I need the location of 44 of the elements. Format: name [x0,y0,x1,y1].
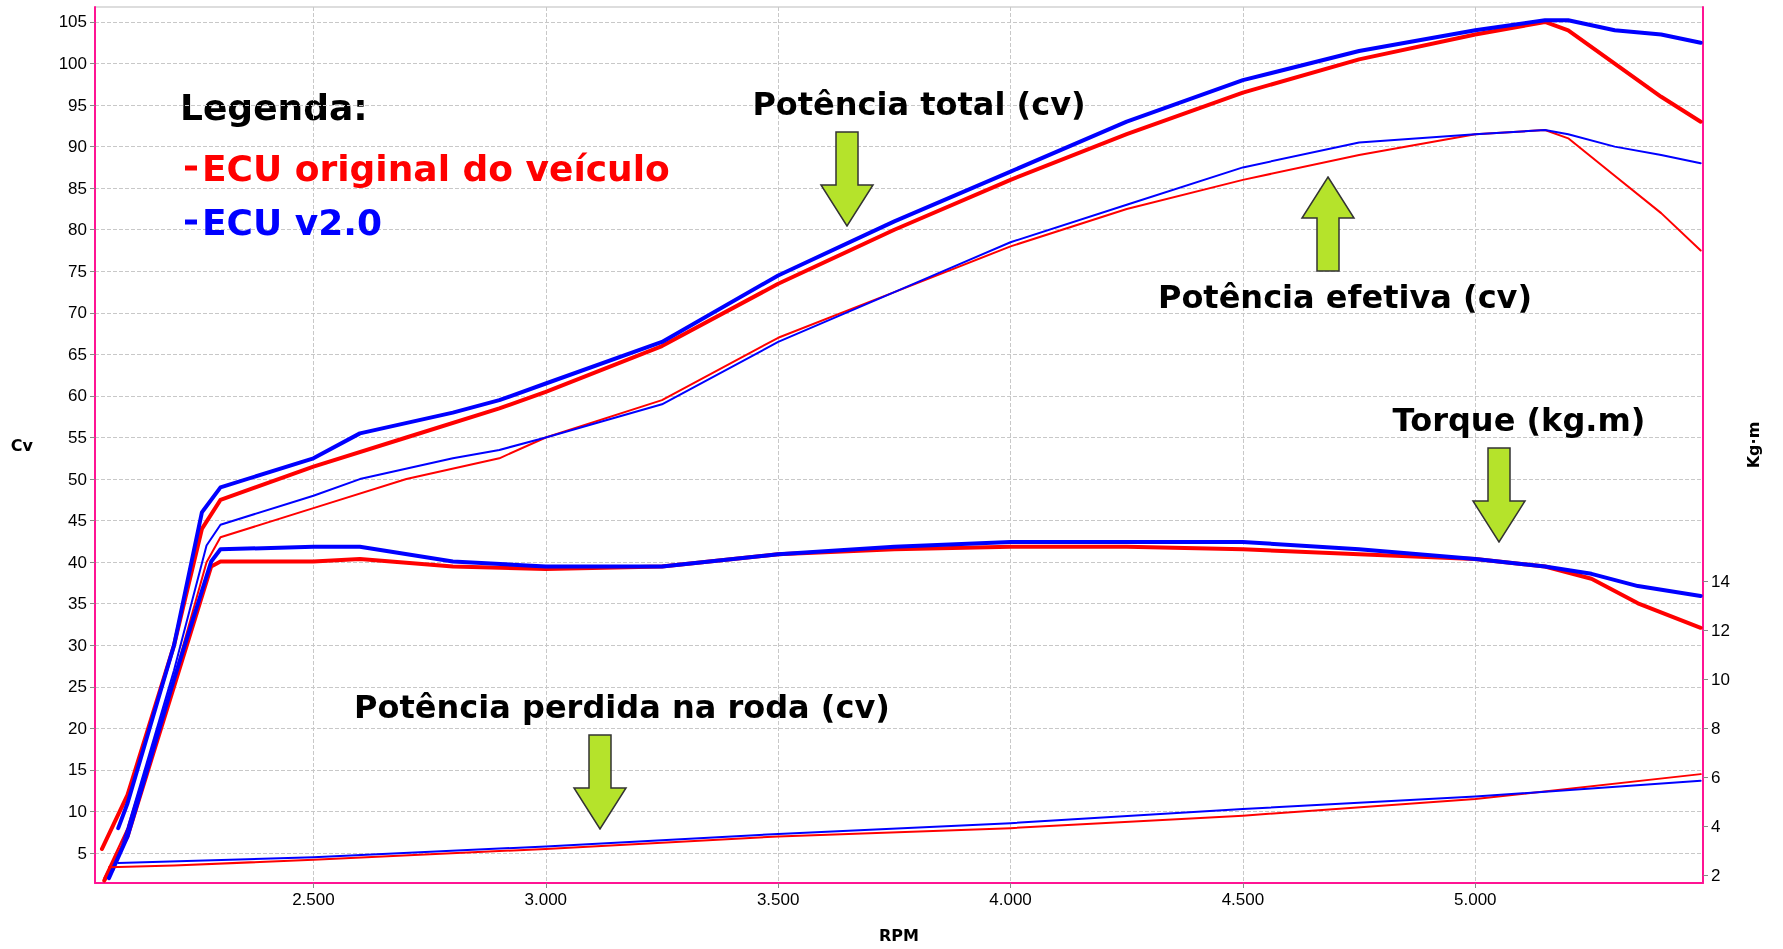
y-tick-label: 5 [77,843,87,863]
y2-tick-label: 6 [1711,767,1721,787]
x-tick-label: 3.000 [524,890,568,909]
y-tick-label: 30 [68,635,87,655]
y2-tick-label: 2 [1711,866,1721,886]
y-tick-label: 105 [58,12,87,32]
y2-axis-title: Kg·m [1743,421,1763,469]
y2-tick-label: 10 [1711,669,1730,689]
legend-title: Legenda: [180,86,368,128]
y-tick-label: 10 [68,802,87,822]
annotation: Potência perdida na roda (cv) [354,688,890,726]
annotation: Potência efetiva (cv) [1157,278,1533,316]
legend-label: ECU v2.0 [202,201,383,243]
annotation: Potência total (cv) [752,85,1086,123]
y-tick-label: 100 [58,54,87,74]
y2-tick-label: 14 [1711,571,1730,591]
y-tick-label: 55 [68,428,87,448]
y-tick-label: 90 [68,137,87,157]
y-tick-label: 25 [68,677,87,697]
y-axis-title: Cv [10,435,34,455]
y-tick-label: 50 [68,469,87,489]
y-tick-label: 20 [68,718,87,738]
y-tick-label: 95 [68,95,87,115]
x-tick-label: 4.500 [1221,890,1265,909]
y-tick-label: 45 [68,511,87,531]
x-tick-label: 2.500 [292,890,335,909]
y2-tick-label: 4 [1711,817,1721,837]
x-tick-label: 5.000 [1454,890,1497,909]
y-tick-label: 70 [68,303,87,323]
y-tick-label: 65 [68,344,87,364]
y-tick-label: 85 [68,178,87,198]
y-tick-label: 75 [68,261,87,281]
annotation: Torque (kg.m) [1392,401,1646,439]
x-tick-label: 4.000 [989,890,1032,909]
x-axis-title: RPM [879,925,919,945]
x-tick-label: 3.500 [756,890,800,909]
y-tick-label: 15 [68,760,87,780]
y-tick-label: 40 [68,552,87,572]
y2-tick-label: 8 [1711,718,1721,738]
y-tick-label: 80 [68,220,87,240]
legend-label: ECU original do veículo [202,147,670,189]
y-tick-label: 60 [68,386,87,406]
y-tick-label: 35 [68,594,87,614]
y2-tick-label: 12 [1711,620,1730,640]
